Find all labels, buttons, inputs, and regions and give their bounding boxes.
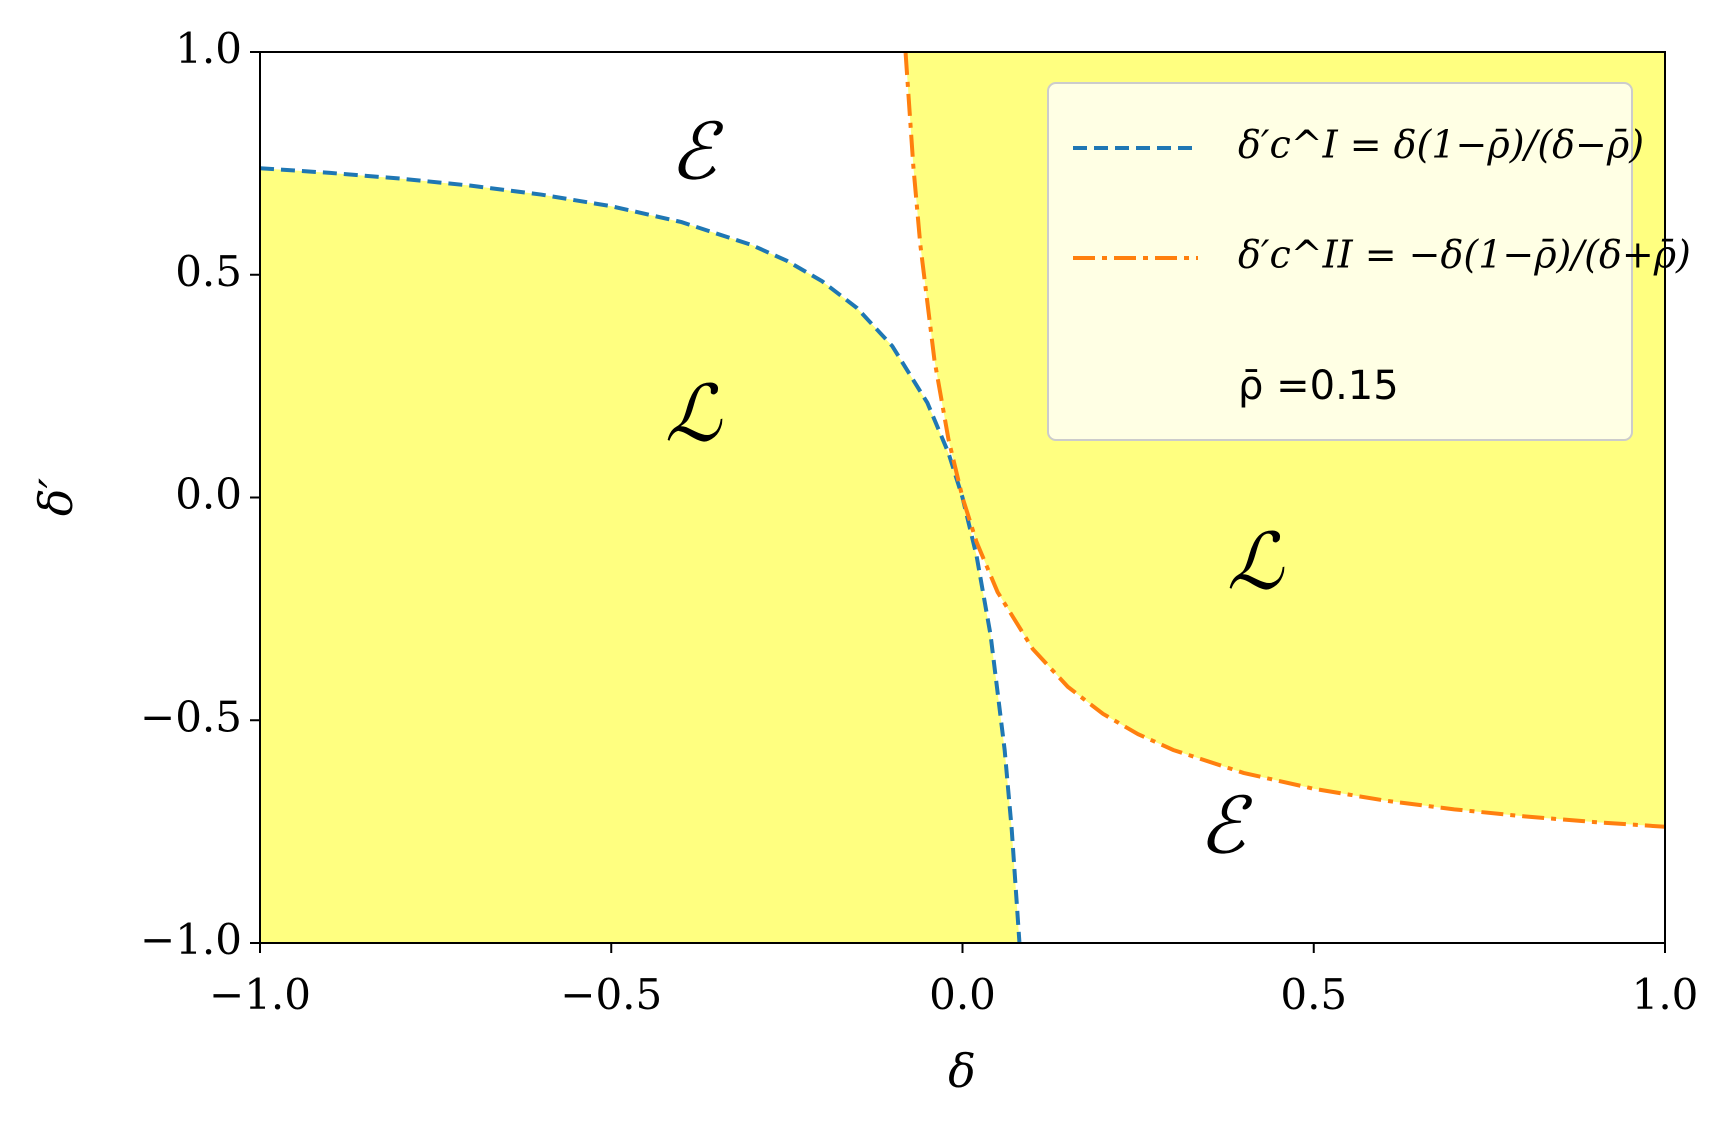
legend-box [1047, 82, 1633, 441]
y-tick-label: −0.5 [140, 692, 242, 741]
y-tick-label: 0.5 [175, 247, 242, 296]
fill-region [260, 168, 1020, 943]
x-tick-label: −0.5 [560, 970, 662, 1019]
legend-label: δ′c^I = δ(1−ρ̄)/(δ−ρ̄) [1238, 123, 1644, 167]
y-tick-label: 1.0 [175, 24, 242, 73]
y-tick-label: 0.0 [175, 470, 242, 519]
curve [903, 52, 1665, 829]
legend-label: δ′c^II = −δ(1−ρ̄)/(δ+ρ̄) [1238, 233, 1691, 277]
region-label: ℰ [669, 108, 724, 198]
curve [260, 166, 1022, 943]
x-tick-label: 1.0 [1632, 970, 1699, 1019]
x-tick-label: 0.0 [929, 970, 996, 1019]
y-tick-label: −1.0 [140, 915, 242, 964]
line-layer [260, 52, 1665, 943]
x-axis-label: δ [948, 1044, 976, 1098]
legend-note: ρ̄ =0.15 [1238, 363, 1399, 409]
region-label: ℰ [1198, 782, 1253, 872]
x-tick-label: −1.0 [209, 970, 311, 1019]
region-label: ℒ [665, 370, 723, 460]
region-label: ℒ [1227, 518, 1285, 608]
x-tick-label: 0.5 [1280, 970, 1347, 1019]
y-axis-label: δ′ [29, 477, 83, 516]
